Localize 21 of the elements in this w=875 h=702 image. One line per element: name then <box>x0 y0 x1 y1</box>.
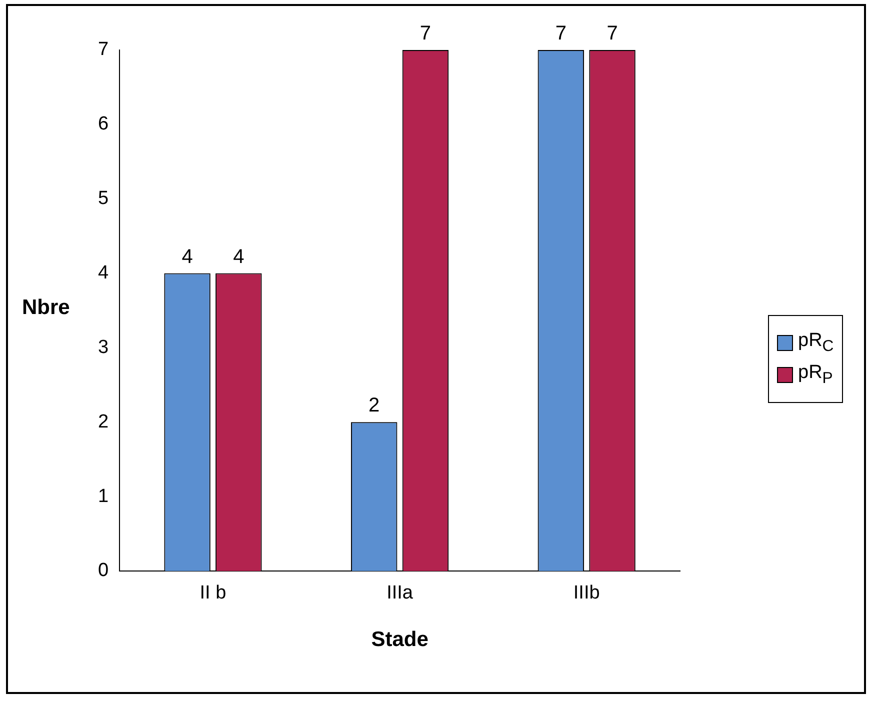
data-label: 7 <box>606 22 618 45</box>
y-tick-label: 5 <box>98 188 109 210</box>
legend-label: pR$_{P}$ <box>798 362 833 388</box>
y-tick-label: 0 <box>98 560 109 582</box>
y-tick-label: 1 <box>98 486 109 507</box>
data-label: 7 <box>420 22 432 45</box>
x-tick-label: IIIa <box>386 582 414 604</box>
y-tick-label: 6 <box>98 114 109 135</box>
y-tick-label: 7 <box>98 39 109 60</box>
data-label: 2 <box>368 394 380 417</box>
x-tick-label: IIIb <box>573 582 600 604</box>
data-label: 7 <box>555 22 566 45</box>
data-label: 4 <box>233 246 244 268</box>
data-label: 4 <box>182 246 193 268</box>
y-axis-title: Nbre <box>22 296 70 320</box>
x-tick-label: II b <box>200 582 226 604</box>
legend-label: pR$_{C}$ <box>798 330 834 356</box>
x-axis-title: Stade <box>371 628 428 652</box>
y-tick-label: 2 <box>98 411 109 432</box>
y-tick-label: 4 <box>98 262 109 284</box>
y-tick-label: 3 <box>98 336 109 358</box>
